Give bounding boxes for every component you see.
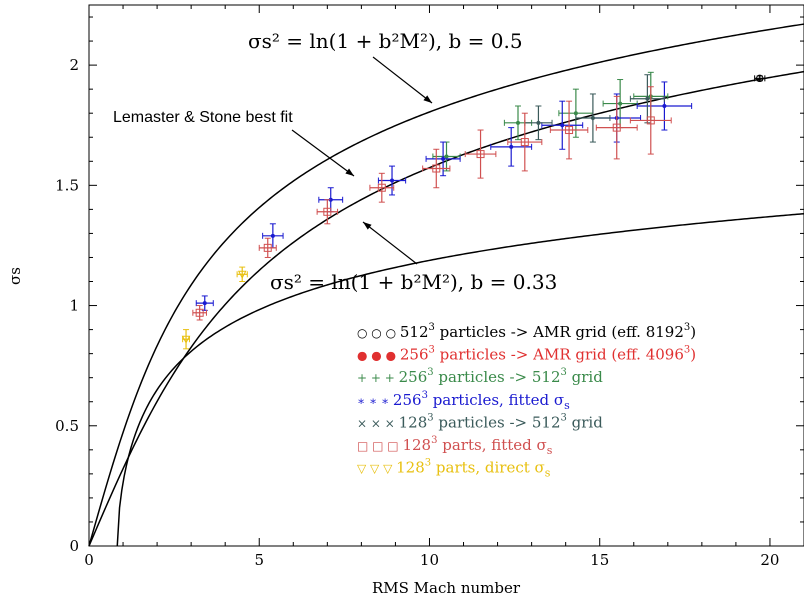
legend-marker: ▽ ▽ ▽ [357, 462, 396, 476]
annotation-arrow [291, 129, 355, 177]
marker-point [270, 233, 275, 238]
data-point [464, 129, 497, 179]
legend-marker: ● ● ● [357, 349, 400, 363]
data-points [181, 71, 766, 350]
marker-triangle [181, 335, 191, 344]
marker-square [323, 207, 332, 216]
y-tick-label: 1 [69, 297, 79, 315]
data-point [258, 237, 277, 258]
marker-square [377, 183, 386, 192]
legend-entry: ● ● ● 2563 particles -> AMR grid (eff. 4… [357, 345, 696, 364]
marker-point [560, 123, 565, 128]
formula-annotation: σs² = ln(1 + b²M²), b = 0.5 [248, 29, 523, 53]
data-point [377, 165, 407, 196]
marker-square [565, 126, 574, 135]
marker-triangle [237, 270, 247, 279]
curve-b-0.5 [88, 23, 804, 547]
x-tick-label: 20 [760, 551, 779, 569]
data-point [432, 141, 461, 172]
data-point [195, 295, 214, 311]
annotations: σs² = ln(1 + b²M²), b = 0.5 Lemaster & St… [113, 29, 557, 294]
plot-frame [88, 4, 804, 547]
data-point [541, 100, 584, 150]
marker-point [573, 111, 578, 116]
y-tick-label: 2 [69, 56, 79, 74]
annotation-arrow [372, 56, 433, 104]
marker-point [618, 101, 623, 106]
marker-point [509, 144, 514, 149]
data-point [524, 105, 553, 141]
marker-square [646, 116, 655, 125]
arrow-head [423, 95, 432, 103]
marker-point [516, 120, 520, 125]
data-point [192, 305, 207, 321]
data-point [549, 100, 589, 160]
legend-marker: □ □ □ [357, 439, 402, 453]
data-point [636, 81, 693, 131]
data-point [369, 172, 395, 203]
marker-circle [756, 74, 764, 83]
x-tick-label: 5 [254, 551, 264, 569]
x-tick-label: 0 [84, 551, 94, 569]
curve-lemaster-stone [116, 212, 804, 547]
data-point [754, 74, 766, 83]
legend-entry: □ □ □ 1283 parts, fitted σs [357, 435, 553, 457]
data-point [629, 86, 672, 155]
legend-entry: ▽ ▽ ▽ 1283 parts, direct σs [357, 458, 551, 480]
marker-point [390, 178, 395, 183]
marker-point [444, 154, 449, 159]
marker-point [536, 120, 541, 125]
data-point [318, 187, 344, 213]
legend-entry: + + + 2563 particles -> 5123 grid [357, 367, 603, 386]
x-tick-label: 10 [420, 551, 439, 569]
data-point [503, 105, 533, 141]
lemaster-stone-label: Lemaster & Stone best fit [113, 109, 293, 126]
y-tick-label: 1.5 [55, 176, 79, 194]
legend-marker: ∗ ∗ ∗ [357, 394, 393, 408]
marker-point [662, 103, 667, 108]
data-point [422, 148, 451, 189]
y-tick-label: 0.5 [55, 417, 79, 435]
marker-square [263, 243, 272, 252]
legend-entry: ∗ ∗ ∗ 2563 particles, fitted σs [357, 390, 570, 412]
data-point [602, 79, 638, 129]
marker-point [590, 116, 595, 121]
marker-square [476, 150, 485, 159]
data-point [316, 199, 339, 225]
marker-square [195, 308, 204, 317]
marker-point [441, 156, 446, 161]
formula-annotation: σs² = ln(1 + b²M²), b = 0.33 [270, 270, 557, 294]
legend-entry: ○ ○ ○ 5123 particles -> AMR grid (eff. 8… [357, 322, 696, 341]
data-point [181, 329, 191, 350]
legend-marker: + + + [357, 371, 399, 385]
legend: ○ ○ ○ 5123 particles -> AMR grid (eff. 8… [357, 322, 696, 480]
data-point [575, 93, 611, 143]
y-tick-label: 0 [69, 537, 79, 555]
x-axis-label: RMS Mach number [372, 579, 521, 597]
data-point [629, 74, 665, 124]
legend-marker: ○ ○ ○ [357, 326, 400, 340]
marker-point [202, 301, 207, 306]
arrow-head [345, 168, 354, 176]
marker-point [645, 96, 650, 101]
data-point [507, 112, 543, 172]
marker-point [328, 197, 333, 202]
y-axis-label: σs [6, 267, 24, 285]
data-point [425, 141, 461, 177]
legend-entry: × × × 1283 particles -> 5123 grid [357, 412, 603, 431]
data-point [595, 95, 638, 160]
annotation-arrow [362, 221, 418, 265]
legend-marker: × × × [357, 416, 399, 430]
arrow-head [363, 222, 372, 230]
data-point [236, 266, 248, 283]
data-point [558, 88, 594, 138]
axis-ticks: 0 5 10 15 20 0 0.5 1 1.5 2 [55, 5, 804, 569]
x-tick-label: 15 [590, 551, 609, 569]
marker-square [612, 123, 621, 132]
marker-square [432, 164, 441, 173]
marker-square [520, 138, 529, 147]
